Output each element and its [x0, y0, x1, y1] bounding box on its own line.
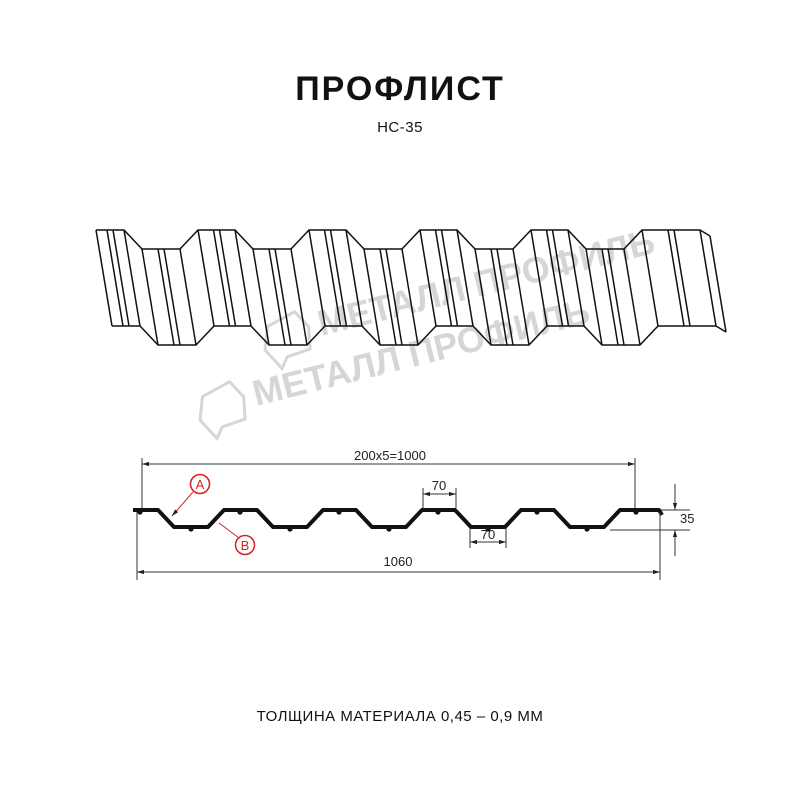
model-name: НС-35 — [377, 119, 423, 136]
sheet-fold-line — [95, 229, 113, 327]
section-rib — [534, 509, 540, 515]
sheet-fold-line — [197, 229, 215, 327]
section-rib — [336, 509, 342, 515]
sheet-rib-line — [551, 229, 570, 327]
sheet-rib-line — [323, 229, 342, 327]
label-a: A — [196, 477, 205, 492]
sheet-rib-line — [667, 229, 685, 327]
dim-height: 35 — [680, 511, 694, 526]
sheet-rib-line — [385, 248, 403, 346]
sheet-rib-line — [379, 248, 397, 346]
section-rib — [188, 526, 194, 532]
sheet-fold-line — [623, 248, 641, 346]
sheet-fold-line — [252, 248, 270, 346]
sheet-fold-line — [345, 229, 363, 327]
section-profile-line — [133, 508, 664, 529]
dim-total-width: 1060 — [384, 554, 413, 569]
sheet-fold-line — [234, 229, 252, 327]
sheet-rib-line — [268, 248, 286, 346]
sheet-rib-line — [163, 248, 181, 346]
sheet-fold-line — [179, 248, 197, 346]
sheet-fold-line — [419, 229, 437, 327]
sheet-fold-line — [699, 229, 717, 327]
sheet-fold-line — [123, 229, 141, 327]
sheet-fold-line — [512, 248, 530, 346]
sheet-fold-line — [567, 229, 585, 327]
label-b-circle — [234, 534, 256, 556]
section-rib — [633, 509, 639, 515]
sheet-rib-line — [218, 229, 237, 327]
sheet-rib-line — [673, 229, 691, 327]
sheet-rib-line — [157, 248, 175, 346]
label-b-leader — [218, 522, 240, 539]
sheet-rib-line — [212, 229, 231, 327]
sheet-fold-line — [401, 248, 419, 346]
sheet-rib-line — [434, 229, 453, 327]
sheet-fold-line — [456, 229, 474, 327]
sheet-fold-line — [141, 248, 159, 346]
dim-working-width: 200x5=1000 — [354, 448, 426, 463]
sheet-rib-line — [601, 248, 619, 346]
sheet-fold-line — [474, 248, 492, 346]
profile-sheet-3d — [95, 229, 727, 346]
section-rib — [584, 526, 590, 532]
label-a-leader — [171, 491, 194, 517]
sheet-rib-line — [490, 248, 508, 346]
dim-crest-width: 70 — [432, 478, 446, 493]
sheet-rib-line — [496, 248, 514, 346]
sheet-rib-line — [112, 229, 130, 327]
sheet-fold-line — [585, 248, 603, 346]
material-thickness: ТОЛЩИНА МАТЕРИАЛА 0,45 – 0,9 ММ — [256, 708, 544, 725]
sheet-rib-line — [545, 229, 564, 327]
sheet-fold-line — [363, 248, 381, 346]
page-title: ПРОФЛИСТ — [295, 70, 505, 108]
sheet-rib-line — [440, 229, 459, 327]
profile-cross-section — [133, 508, 664, 532]
section-rib — [485, 526, 491, 532]
dim-trough-width: 70 — [481, 527, 495, 542]
sheet-rib-line — [329, 229, 348, 327]
section-rib — [386, 526, 392, 532]
section-rib — [237, 509, 243, 515]
sheet-fold-line — [290, 248, 308, 346]
label-a-circle — [189, 473, 211, 495]
label-b: B — [241, 538, 250, 553]
sheet-fold-line — [530, 229, 548, 327]
sheet-rib-line — [106, 229, 124, 327]
sheet-fold-line — [308, 229, 326, 327]
sheet-rib-line — [274, 248, 292, 346]
sheet-rib-line — [607, 248, 625, 346]
section-rib — [137, 509, 143, 515]
sheet-fold-line — [641, 229, 659, 327]
sheet-fold-line — [709, 235, 727, 333]
section-rib — [287, 526, 293, 532]
section-rib — [435, 509, 441, 515]
